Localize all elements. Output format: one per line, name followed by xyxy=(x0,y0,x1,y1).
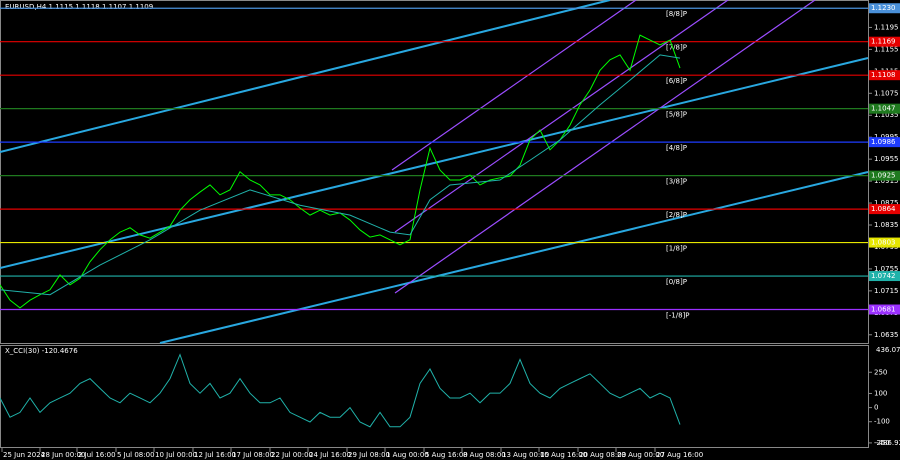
level-price: 1.1047 xyxy=(871,105,896,113)
x-tick-label: 27 Aug 16:00 xyxy=(656,451,703,459)
y-tick-label: 1.0915 xyxy=(874,177,899,185)
x-tick-label: 1 Aug 00:00 xyxy=(386,451,429,459)
level-price-box xyxy=(869,271,900,282)
series-line xyxy=(0,353,681,428)
level-price: 1.0803 xyxy=(871,239,896,247)
level-price: 1.1108 xyxy=(871,71,896,79)
y-tick-label: 1.0755 xyxy=(874,265,899,273)
y-tick-label: 1.0875 xyxy=(874,199,899,207)
level-name: [0/8]P xyxy=(666,278,687,286)
y-tick-label: 1.1075 xyxy=(874,89,899,97)
level-name: [2/8]P xyxy=(666,211,687,219)
y-tick-label: -100 xyxy=(874,418,890,426)
channel-line xyxy=(394,0,729,233)
level-price-box xyxy=(869,103,900,114)
y-tick-label: 0 xyxy=(874,404,878,412)
x-tick-label: 23 Aug 00:00 xyxy=(617,451,664,459)
indicator-max: 436.0738 xyxy=(876,346,900,354)
level-price: 1.0742 xyxy=(871,272,896,280)
level-price: 1.0986 xyxy=(871,138,896,146)
level-price: 1.1169 xyxy=(871,38,896,46)
y-tick-label: 100 xyxy=(874,389,887,397)
x-tick-label: 8 Aug 08:00 xyxy=(463,451,506,459)
level-price-box xyxy=(869,204,900,215)
indicator-min: -486.928 xyxy=(876,439,900,447)
x-tick-label: 15 Aug 16:00 xyxy=(540,451,587,459)
x-tick-label: 13 Aug 00:00 xyxy=(502,451,549,459)
x-tick-label: 10 Jul 00:00 xyxy=(155,451,197,459)
series-line xyxy=(0,54,681,296)
level-price-box xyxy=(869,237,900,248)
channel-line xyxy=(394,0,816,294)
y-tick-label: 1.1195 xyxy=(874,23,899,31)
level-name: [8/8]P xyxy=(666,10,687,18)
chart-title: EURUSD,H4 1.1115 1.1118 1.1107 1.1109 xyxy=(5,3,153,11)
y-tick-label: 1.0835 xyxy=(874,221,899,229)
y-tick-label: 1.0715 xyxy=(874,287,899,295)
trend-line xyxy=(0,57,869,269)
x-tick-label: 5 Aug 16:00 xyxy=(425,451,468,459)
level-name: [6/8]P xyxy=(666,77,687,85)
trend-lines xyxy=(0,0,869,344)
x-tick-label: 25 Jun 2024 xyxy=(3,451,46,459)
x-tick-label: 20 Aug 08:00 xyxy=(579,451,626,459)
level-price-box xyxy=(869,3,900,14)
x-tick-label: 29 Jul 08:00 xyxy=(348,451,390,459)
y-tick-label: 250 xyxy=(874,368,887,376)
level-name: [3/8]P xyxy=(666,178,687,186)
level-price: 1.0681 xyxy=(871,306,896,314)
level-name: [1/8]P xyxy=(666,245,687,253)
y-tick-label: 1.1155 xyxy=(874,45,899,53)
x-tick-label: 22 Jul 00:00 xyxy=(271,451,313,459)
level-price: 1.0925 xyxy=(871,172,896,180)
y-tick-label: -250 xyxy=(874,439,890,447)
trend-line xyxy=(159,171,869,344)
indicator-title: X_CCI(30) -120.4676 xyxy=(5,347,78,355)
y-tick-label: 1.1035 xyxy=(874,111,899,119)
y-tick-label: 1.0955 xyxy=(874,155,899,163)
level-price: 1.0864 xyxy=(871,205,896,213)
x-tick-label: 5 Jul 08:00 xyxy=(117,451,155,459)
level-price: 1.1230 xyxy=(871,4,896,12)
level-price-box xyxy=(869,70,900,81)
level-name: [4/8]P xyxy=(666,144,687,152)
level-name: [5/8]P xyxy=(666,111,687,119)
x-tick-label: 2 Jul 16:00 xyxy=(78,451,116,459)
level-price-box xyxy=(869,36,900,47)
main-panel-frame xyxy=(0,0,869,344)
y-tick-label: 1.0635 xyxy=(874,331,899,339)
x-tick-label: 17 Jul 08:00 xyxy=(232,451,274,459)
cci-panel-frame xyxy=(0,345,869,448)
trend-line xyxy=(0,0,611,153)
level-price-box xyxy=(869,137,900,148)
x-tick-label: 24 Jul 16:00 xyxy=(309,451,351,459)
level-name: [-1/8]P xyxy=(666,312,689,320)
x-tick-label: 12 Jul 16:00 xyxy=(194,451,236,459)
level-name: [7/8]P xyxy=(666,44,687,52)
x-tick-label: 28 Jun 00:00 xyxy=(41,451,85,459)
level-price-box xyxy=(869,304,900,315)
level-price-box xyxy=(869,170,900,181)
